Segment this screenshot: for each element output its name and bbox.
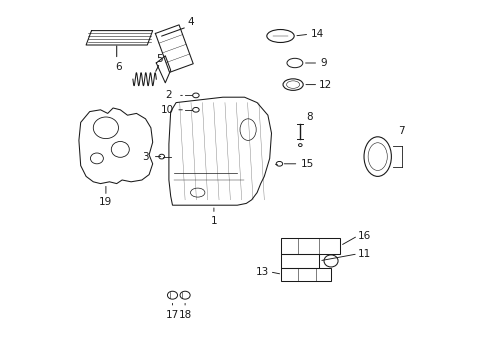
Text: 13: 13 [255,267,268,277]
Text: 7: 7 [397,126,404,136]
Text: 17: 17 [165,310,179,320]
Text: 11: 11 [357,249,370,259]
Text: 14: 14 [310,29,324,39]
Text: 6: 6 [115,62,122,72]
Text: 5: 5 [156,54,163,64]
Text: 16: 16 [357,231,370,241]
Text: 9: 9 [320,58,326,68]
Text: 4: 4 [187,17,193,27]
Text: 10: 10 [160,105,173,115]
Bar [280,254,319,268]
Text: 8: 8 [305,112,312,122]
Bar [280,268,330,281]
Bar [280,238,340,254]
Text: 15: 15 [300,159,313,169]
Text: 2: 2 [165,90,172,100]
Text: 1: 1 [210,216,217,226]
Text: 18: 18 [178,310,191,320]
Text: 19: 19 [99,197,112,207]
Text: 12: 12 [318,80,331,90]
Text: 3: 3 [142,152,148,162]
